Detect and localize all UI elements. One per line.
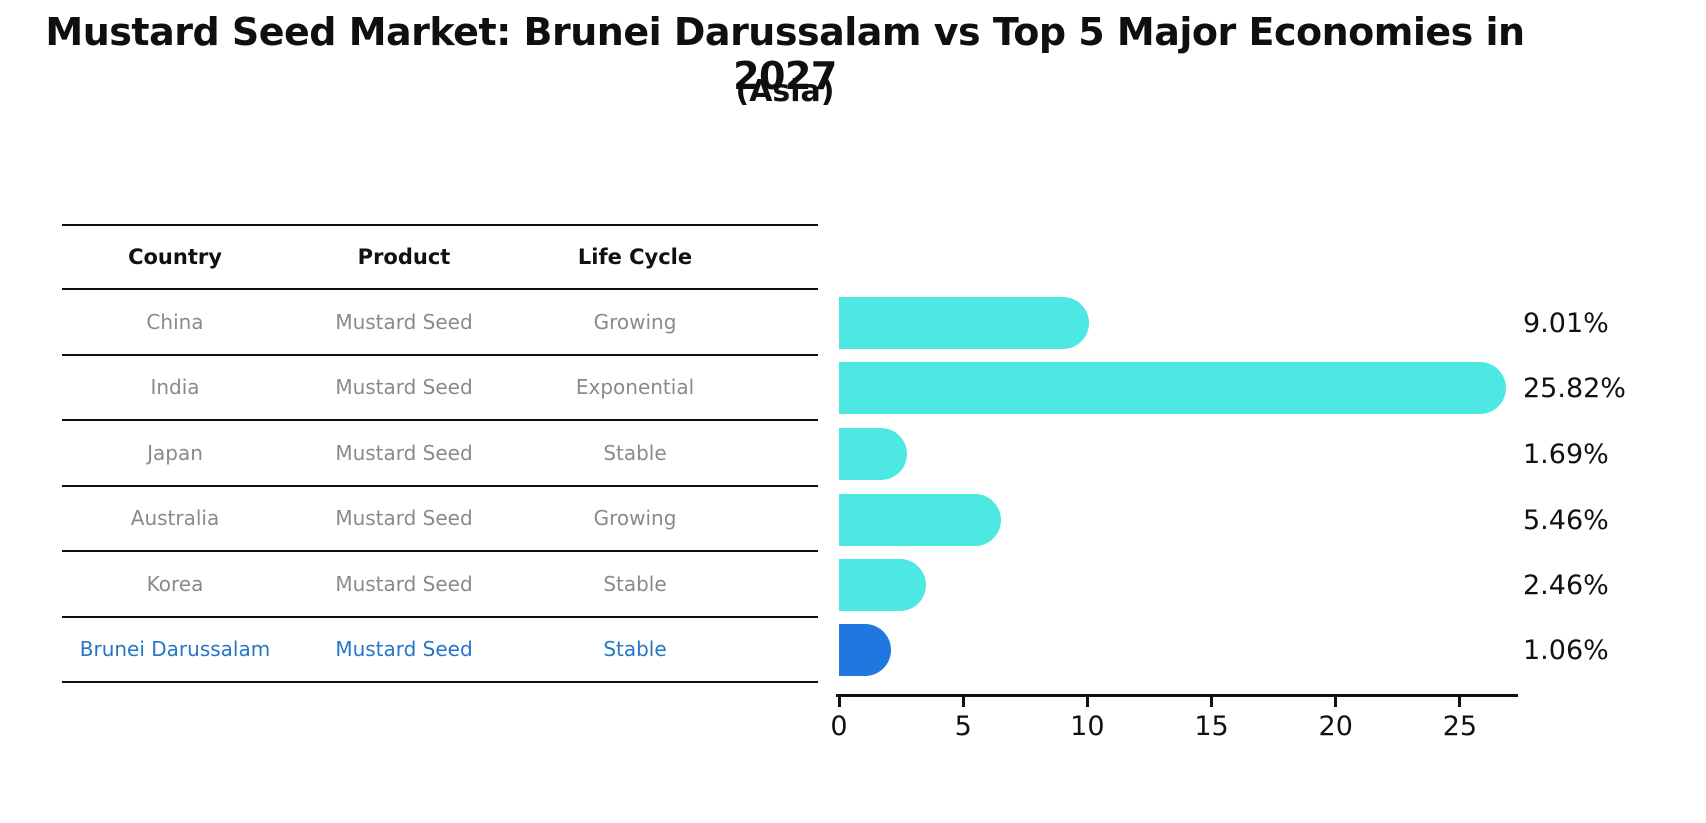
bar-australia: [839, 494, 1001, 546]
cell-country: Brunei Darussalam: [79, 637, 271, 662]
cell-life-cycle: Growing: [593, 309, 677, 334]
table-row-brunei-darussalam: Brunei Darussalam Mustard Seed Stable: [62, 618, 818, 683]
cell-product: Mustard Seed: [335, 375, 473, 400]
bar-japan: [839, 428, 907, 480]
chart-title: Mustard Seed Market: Brunei Darussalam v…: [45, 10, 1525, 98]
tick-label: 15: [1194, 711, 1229, 742]
cell-spacer: [750, 618, 818, 682]
cell-product: Mustard Seed: [335, 571, 473, 596]
cell-spacer: [750, 356, 818, 420]
chart-subtitle: (Asia): [735, 74, 835, 109]
table-row: China Mustard Seed Growing: [62, 290, 818, 356]
cell-spacer: [750, 421, 818, 485]
cell-life-cycle: Stable: [603, 571, 667, 596]
bar-brunei-darussalam: [839, 624, 892, 676]
header-cell-life-cycle: Life Cycle: [577, 245, 693, 269]
value-label: 25.82%: [1523, 372, 1626, 404]
cell-life-cycle: Exponential: [575, 375, 695, 400]
tick-mark: [1334, 697, 1338, 707]
value-label: 1.06%: [1523, 634, 1609, 666]
cell-country: India: [150, 375, 200, 400]
cell-product: Mustard Seed: [335, 309, 473, 334]
tick-mark: [1210, 697, 1214, 707]
bar-korea: [839, 559, 927, 611]
cell-life-cycle: Stable: [603, 637, 667, 662]
header-spacer: [750, 226, 818, 288]
cell-country: Australia: [130, 506, 220, 531]
tick-label: 20: [1318, 711, 1353, 742]
tick-mark: [1085, 697, 1089, 707]
cell-spacer: [750, 552, 818, 616]
cell-product: Mustard Seed: [335, 506, 473, 531]
header-cell-product: Product: [357, 245, 451, 269]
tick-mark: [961, 697, 965, 707]
value-label: 9.01%: [1523, 307, 1609, 339]
cell-product: Mustard Seed: [335, 440, 473, 465]
cell-country: Japan: [147, 440, 203, 465]
table-row: Korea Mustard Seed Stable: [62, 552, 818, 618]
cell-spacer: [750, 487, 818, 551]
tick-label: 5: [954, 711, 972, 742]
tick-label: 0: [830, 711, 848, 742]
cell-country: China: [146, 309, 204, 334]
tick-mark: [837, 697, 841, 707]
header-cell-country: Country: [128, 245, 222, 269]
table-row: Australia Mustard Seed Growing: [62, 487, 818, 552]
table-row: India Mustard Seed Exponential: [62, 356, 818, 421]
value-label: 1.69%: [1523, 438, 1609, 470]
tick-label: 10: [1070, 711, 1105, 742]
bar-india: [839, 362, 1507, 414]
table-header-row: Country Product Life Cycle: [62, 224, 818, 290]
cell-country: Korea: [146, 571, 204, 596]
cell-life-cycle: Growing: [593, 506, 677, 531]
value-label: 5.46%: [1523, 504, 1609, 536]
bar-china: [839, 297, 1089, 349]
tick-label: 25: [1442, 711, 1478, 742]
value-label: 2.46%: [1523, 569, 1609, 601]
table-row: Japan Mustard Seed Stable: [62, 421, 818, 487]
cell-product: Mustard Seed: [335, 637, 473, 662]
cell-spacer: [750, 290, 818, 354]
tick-mark: [1458, 697, 1462, 707]
x-axis-line: [836, 694, 1518, 697]
market-table: Country Product Life Cycle China Mustard…: [62, 224, 818, 683]
cell-life-cycle: Stable: [603, 440, 667, 465]
